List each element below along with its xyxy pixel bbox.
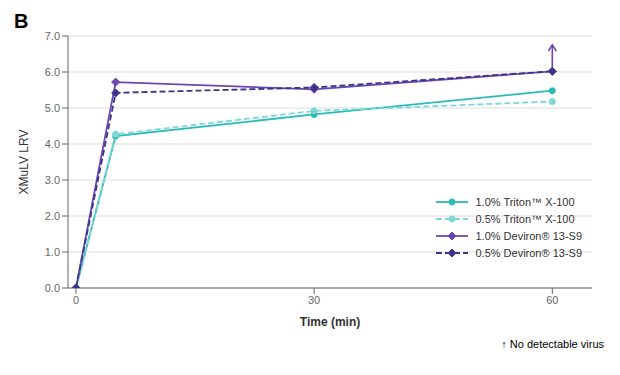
svg-text:30: 30 — [308, 294, 320, 306]
svg-text:5.0: 5.0 — [45, 102, 60, 114]
svg-text:7.0: 7.0 — [45, 30, 60, 42]
svg-text:6.0: 6.0 — [45, 66, 60, 78]
svg-text:Time (min): Time (min) — [300, 315, 360, 329]
svg-text:1.0: 1.0 — [45, 246, 60, 258]
html-text:1.0% Triton™ X-100: 1.0% Triton™ X-100 — [475, 195, 575, 208]
html-text:↑ No detectable virus: ↑ No detectable virus — [501, 338, 604, 350]
html-text:0.5% Deviron® 13-S9: 0.5% Deviron® 13-S9 — [475, 246, 582, 259]
html-text:0.5% Triton™ X-100: 0.5% Triton™ X-100 — [475, 212, 575, 225]
svg-text:0: 0 — [73, 294, 79, 306]
svg-text:4.0: 4.0 — [45, 138, 60, 150]
html-text:B: B — [14, 10, 29, 32]
html-text:1.0% Deviron® 13-S9: 1.0% Deviron® 13-S9 — [475, 229, 582, 242]
svg-text:60: 60 — [546, 294, 558, 306]
svg-text:XMuLV LRV: XMuLV LRV — [17, 130, 31, 195]
svg-text:2.0: 2.0 — [45, 210, 60, 222]
svg-text:3.0: 3.0 — [45, 174, 60, 186]
svg-text:0.0: 0.0 — [45, 282, 60, 294]
